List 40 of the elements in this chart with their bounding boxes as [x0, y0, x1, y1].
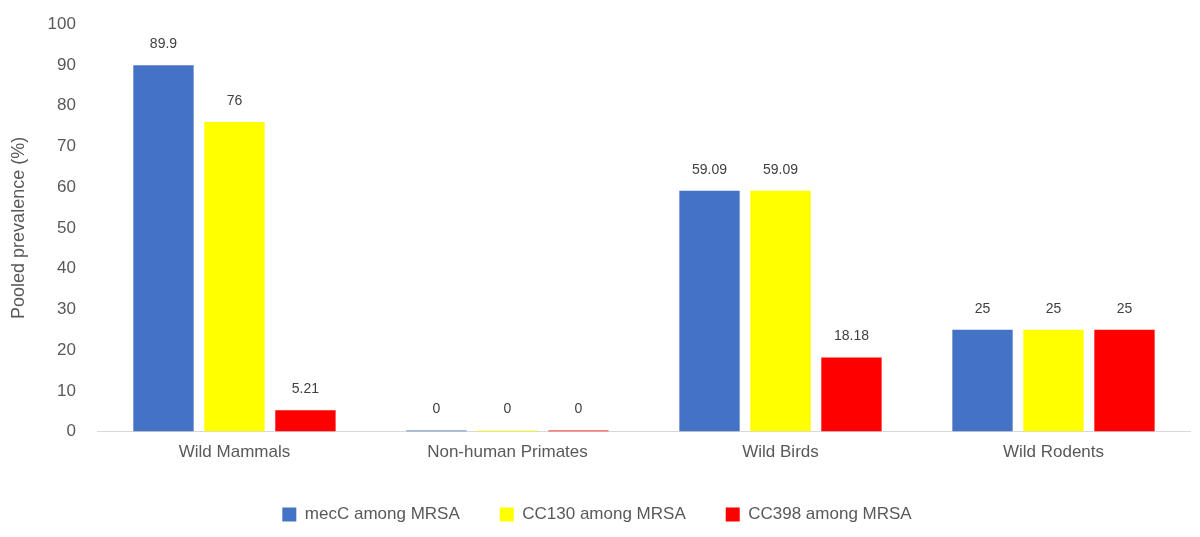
data-label: 89.9 — [149, 35, 178, 52]
x-tick-label: Non-human Primates — [427, 442, 588, 462]
bar — [750, 190, 811, 432]
data-label: 0 — [503, 400, 512, 417]
y-tick-label: 40 — [57, 258, 76, 278]
data-label: 25 — [974, 299, 991, 316]
data-label: 18.18 — [833, 327, 870, 344]
bar — [821, 357, 882, 432]
data-label: 25 — [1045, 299, 1062, 316]
y-axis-title: Pooled prevalence (%) — [7, 136, 28, 319]
y-tick-label: 100 — [47, 13, 76, 33]
data-label: 25 — [1116, 299, 1133, 316]
data-label: 76 — [226, 91, 243, 108]
data-label: 0 — [574, 400, 583, 417]
bar — [133, 65, 194, 432]
legend-label: CC398 among MRSA — [748, 504, 913, 524]
bar — [275, 410, 336, 432]
data-label: 5.21 — [291, 380, 320, 397]
legend-label: mecC among MRSA — [304, 504, 461, 524]
bar — [1094, 329, 1155, 432]
bar — [204, 121, 265, 432]
data-label: 59.09 — [691, 160, 728, 177]
y-tick-label: 0 — [66, 421, 76, 441]
y-tick-label: 20 — [57, 339, 76, 359]
y-tick-label: 30 — [57, 299, 76, 319]
y-tick-label: 50 — [57, 217, 76, 237]
legend-label: CC130 among MRSA — [522, 504, 687, 524]
x-tick-label: Wild Rodents — [1002, 442, 1105, 462]
y-tick-label: 90 — [57, 54, 76, 74]
y-tick-label: 80 — [57, 95, 76, 115]
y-tick-label: 60 — [57, 176, 76, 196]
bar — [952, 329, 1013, 432]
y-tick-label: 70 — [57, 136, 76, 156]
x-tick-label: Wild Mammals — [178, 442, 291, 462]
y-tick-label: 10 — [57, 380, 76, 400]
data-label: 59.09 — [762, 160, 799, 177]
bar — [1023, 329, 1084, 432]
data-label: 0 — [432, 400, 441, 417]
x-tick-label: Wild Birds — [742, 442, 819, 462]
bar — [679, 190, 740, 432]
